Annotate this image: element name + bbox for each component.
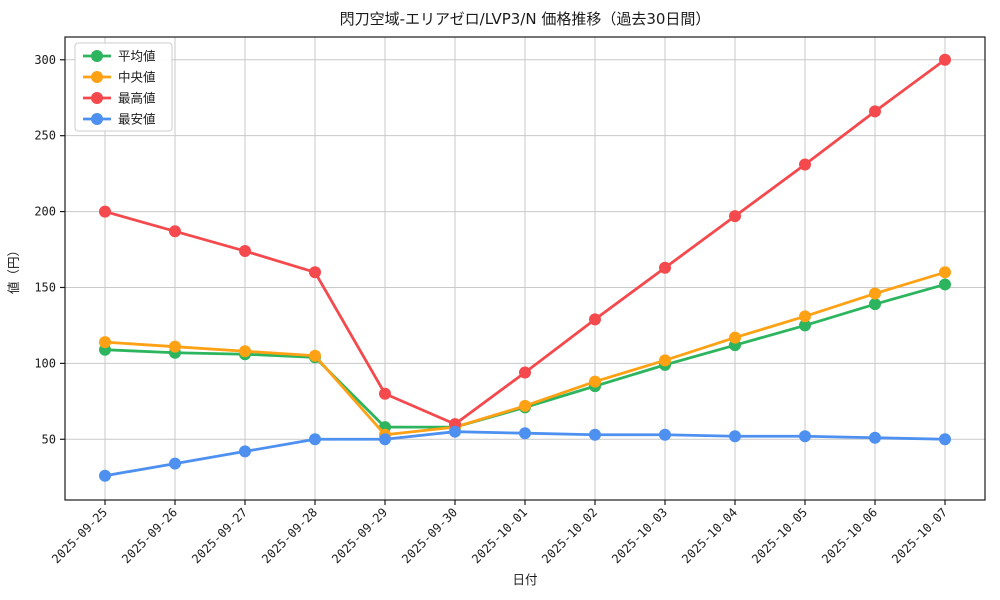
x-tick-label: 2025-10-05 — [749, 505, 810, 566]
x-axis-title: 日付 — [512, 572, 537, 587]
data-point-median — [519, 399, 531, 412]
x-tick-label: 2025-09-27 — [189, 505, 250, 566]
x-tick-label: 2025-10-06 — [819, 505, 880, 566]
data-point-min — [239, 445, 251, 458]
data-series — [99, 53, 951, 482]
data-point-min — [589, 428, 601, 441]
x-tick-label: 2025-10-01 — [469, 505, 530, 566]
legend-label-median: 中央値 — [118, 70, 156, 85]
data-point-min — [99, 469, 111, 482]
data-point-median — [309, 349, 321, 362]
data-point-median — [99, 336, 111, 349]
data-point-max — [379, 387, 391, 400]
y-tick-label: 300 — [34, 53, 56, 67]
data-point-average — [939, 278, 951, 291]
data-point-average — [799, 319, 811, 332]
y-axis-ticks: 50 100 150 200 250 300 — [34, 53, 65, 446]
data-point-max — [939, 53, 951, 66]
y-tick-label: 100 — [34, 356, 56, 370]
x-axis-ticks: 2025-09-25 2025-09-26 2025-09-27 2025-09-28… — [49, 500, 950, 566]
data-point-min — [519, 427, 531, 440]
x-tick-label: 2025-10-04 — [679, 505, 740, 566]
chart-title: 閃刀空域-エリアゼロ/LVP3/N 価格推移（過去30日間） — [340, 10, 711, 28]
legend-marker-median — [91, 71, 103, 83]
data-point-max — [519, 366, 531, 379]
x-tick-label: 2025-10-03 — [609, 505, 670, 566]
data-point-max — [729, 210, 741, 223]
data-point-median — [589, 375, 601, 388]
data-point-max — [659, 261, 671, 274]
legend-label-min: 最安値 — [118, 112, 156, 127]
data-point-min — [659, 428, 671, 441]
data-point-median — [799, 310, 811, 323]
x-tick-label: 2025-09-25 — [49, 505, 110, 566]
legend-box — [74, 42, 173, 132]
data-point-max — [589, 313, 601, 326]
legend-marker-average — [91, 50, 103, 62]
data-point-median — [939, 266, 951, 279]
data-point-max — [99, 205, 111, 218]
legend-label-max: 最高値 — [118, 91, 156, 106]
x-tick-label: 2025-10-02 — [539, 505, 600, 566]
data-point-median — [869, 287, 881, 300]
y-tick-label: 50 — [42, 432, 56, 446]
legend-marker-min — [91, 113, 103, 125]
y-tick-label: 200 — [34, 205, 56, 219]
data-point-max — [799, 158, 811, 171]
data-point-max — [239, 245, 251, 258]
data-point-min — [869, 431, 881, 444]
data-point-min — [799, 430, 811, 443]
legend-label-average: 平均値 — [118, 49, 156, 64]
data-point-min — [309, 433, 321, 446]
x-tick-label: 2025-09-26 — [119, 505, 180, 566]
x-tick-label: 2025-10-07 — [889, 505, 950, 566]
data-point-max — [169, 225, 181, 238]
y-axis-title: 値（円） — [6, 244, 21, 294]
data-point-min — [729, 430, 741, 443]
data-point-median — [659, 354, 671, 367]
data-point-min — [169, 457, 181, 470]
data-point-median — [729, 331, 741, 344]
data-point-median — [239, 345, 251, 358]
data-point-max — [309, 266, 321, 279]
legend-marker-max — [91, 92, 103, 104]
data-point-min — [939, 433, 951, 446]
x-tick-label: 2025-09-30 — [399, 505, 460, 566]
x-tick-label: 2025-09-29 — [329, 505, 390, 566]
y-tick-label: 150 — [34, 280, 56, 294]
data-point-median — [169, 340, 181, 353]
data-point-average — [869, 298, 881, 311]
data-point-min — [449, 425, 461, 438]
data-point-max — [869, 105, 881, 118]
x-tick-label: 2025-09-28 — [259, 505, 320, 566]
data-point-min — [379, 433, 391, 446]
y-tick-label: 250 — [34, 129, 56, 143]
